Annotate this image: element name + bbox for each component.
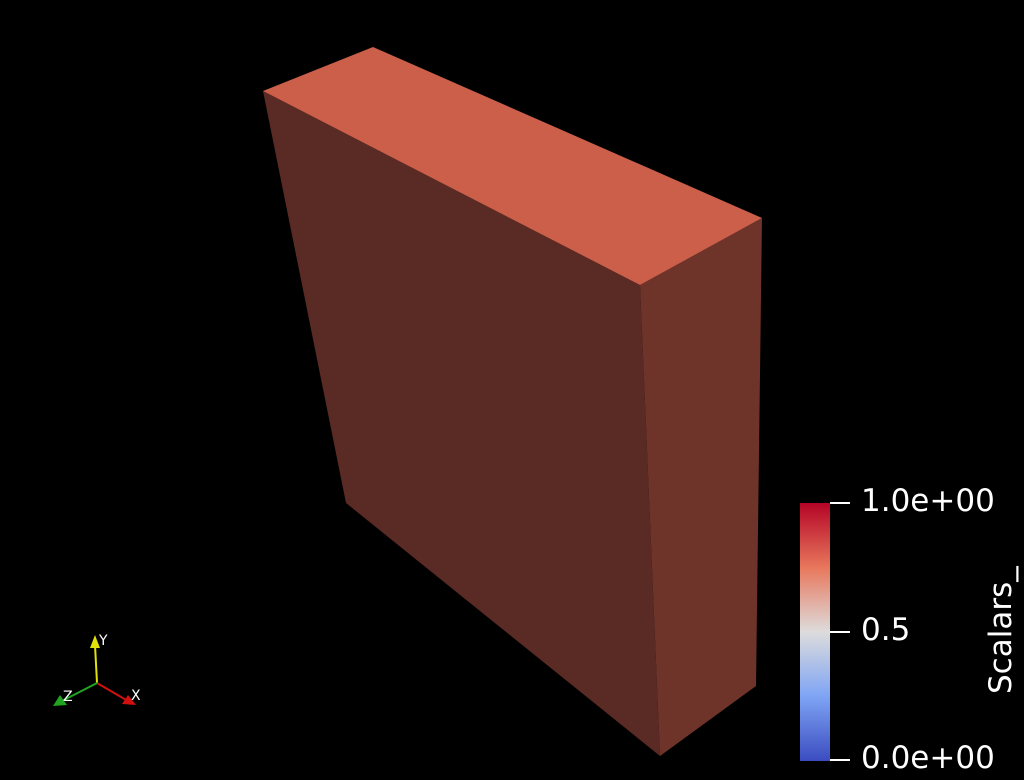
axis-y-label: Y [98, 633, 108, 649]
colorbar-label-max: 1.0e+00 [861, 483, 995, 519]
axis-y-arrow-icon [90, 635, 100, 648]
colorbar-label-mid: 0.5 [861, 612, 911, 648]
orientation-axes: Y X Z [53, 633, 141, 706]
axis-z-arrow-icon [53, 695, 67, 706]
box-top-face [263, 47, 762, 285]
colorbar-gradient [800, 503, 830, 761]
axis-x-line [96, 682, 129, 702]
axis-z-line [61, 682, 98, 702]
axis-y-line [94, 644, 98, 684]
box-side-face [640, 218, 762, 756]
box-mesh[interactable] [263, 47, 762, 756]
axis-x-label: X [131, 688, 141, 704]
axis-x-arrow-icon [122, 695, 136, 705]
scalar-colorbar [800, 502, 850, 761]
colorbar-title: Scalars_ [983, 566, 1019, 694]
colorbar-label-min: 0.0e+00 [861, 740, 995, 776]
axis-z-label: Z [63, 689, 73, 705]
box-front-face [263, 91, 660, 756]
